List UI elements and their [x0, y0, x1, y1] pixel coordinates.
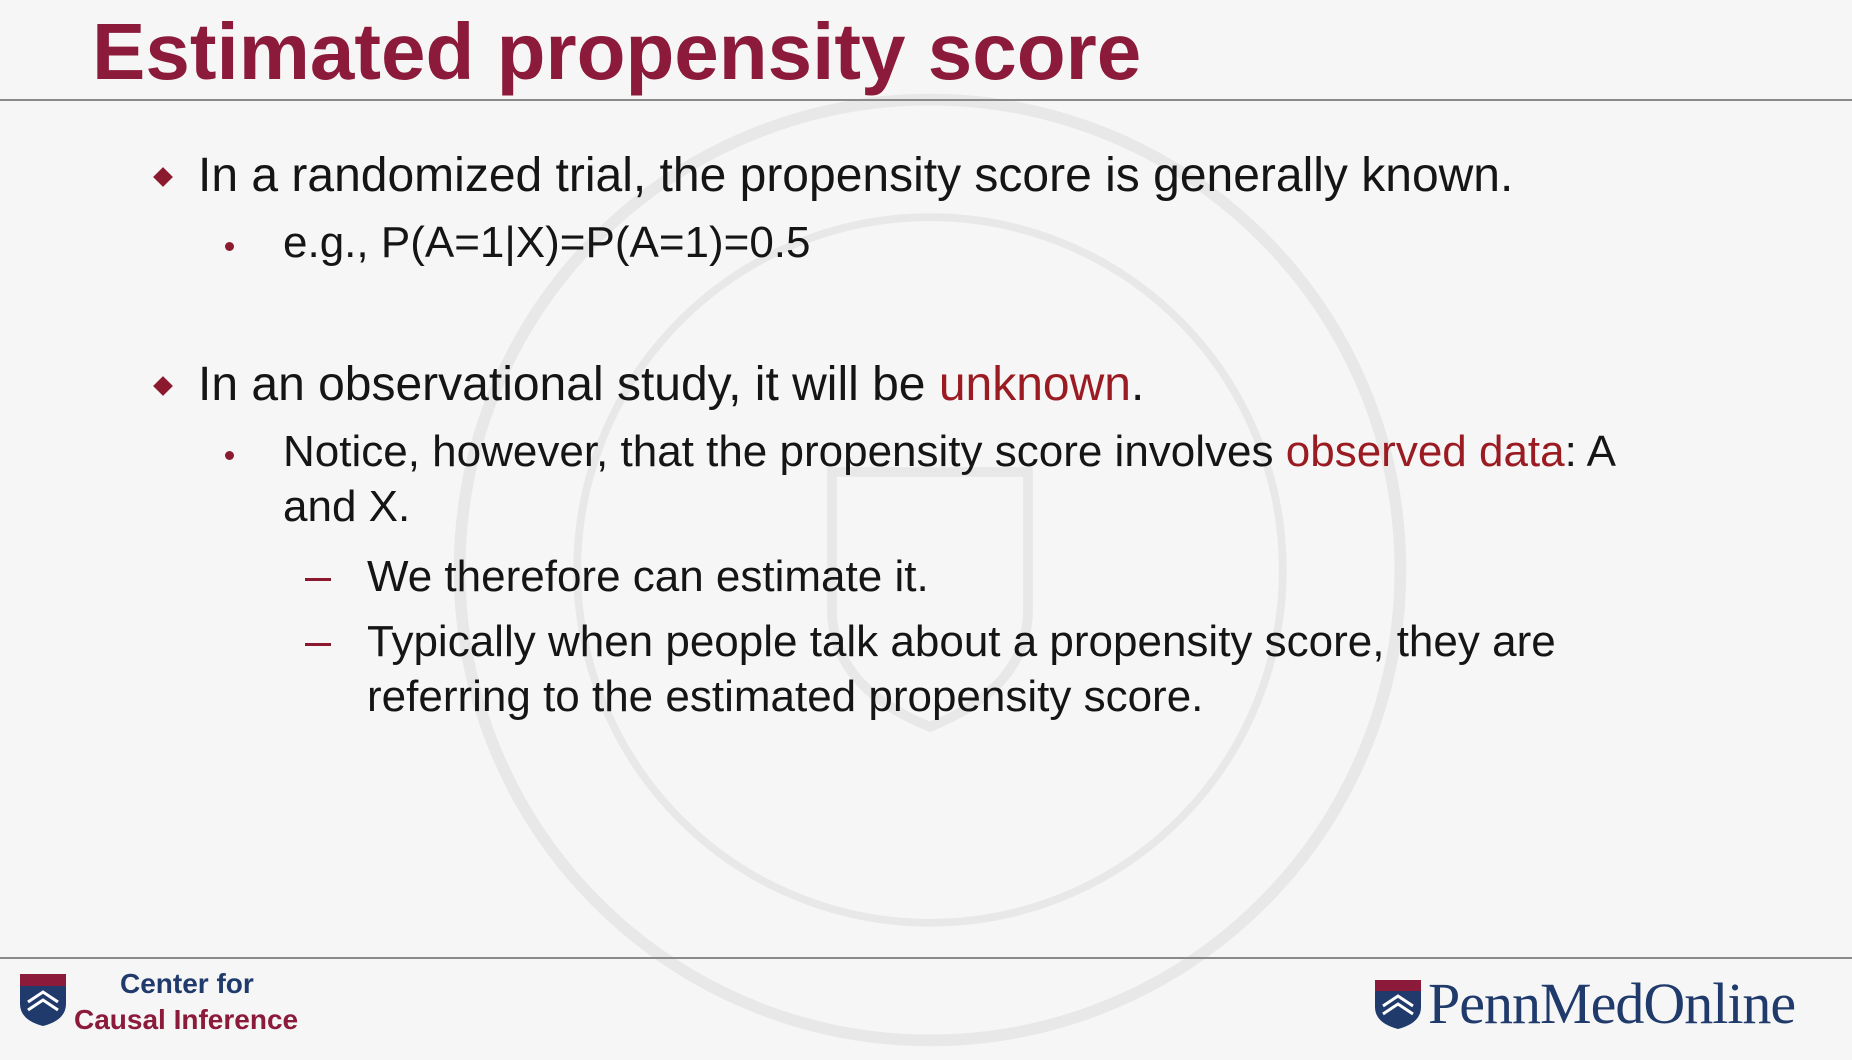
center-for-label: Center for — [120, 968, 254, 999]
dash-bullet-icon — [305, 578, 331, 581]
bullet-typically-line1: Typically when people talk about a prope… — [367, 617, 1556, 666]
dot-bullet-icon — [225, 451, 234, 460]
causal-inference-label: Causal Inference — [74, 1004, 299, 1035]
pennmedonline-logo-text: PennMedOnline — [1428, 971, 1796, 1036]
diamond-bullet-icon — [153, 167, 173, 187]
title-divider — [0, 99, 1852, 101]
penn-shield-icon — [1375, 980, 1421, 1029]
bullet-typically-line2: referring to the estimated propensity sc… — [367, 672, 1204, 721]
bullet-observed-data-continued: and X. — [283, 482, 411, 531]
bullet-observed-data: Notice, however, that the propensity sco… — [283, 427, 1616, 476]
diamond-bullet-icon — [153, 376, 173, 396]
slide-title: Estimated propensity score — [92, 7, 1142, 96]
penn-shield-icon — [20, 974, 66, 1026]
bullet-example: e.g., P(A=1|X)=P(A=1)=0.5 — [283, 218, 811, 267]
footer-divider — [0, 957, 1852, 959]
bullet-observational-study: In an observational study, it will be un… — [198, 358, 1145, 411]
highlight-observed-data: observed data — [1285, 427, 1565, 476]
dash-bullet-icon — [305, 643, 331, 646]
dot-bullet-icon — [225, 242, 234, 251]
bullet-randomized-trial: In a randomized trial, the propensity sc… — [198, 149, 1514, 202]
bullet-estimate-it: We therefore can estimate it. — [367, 552, 929, 601]
highlight-unknown: unknown — [938, 358, 1131, 411]
